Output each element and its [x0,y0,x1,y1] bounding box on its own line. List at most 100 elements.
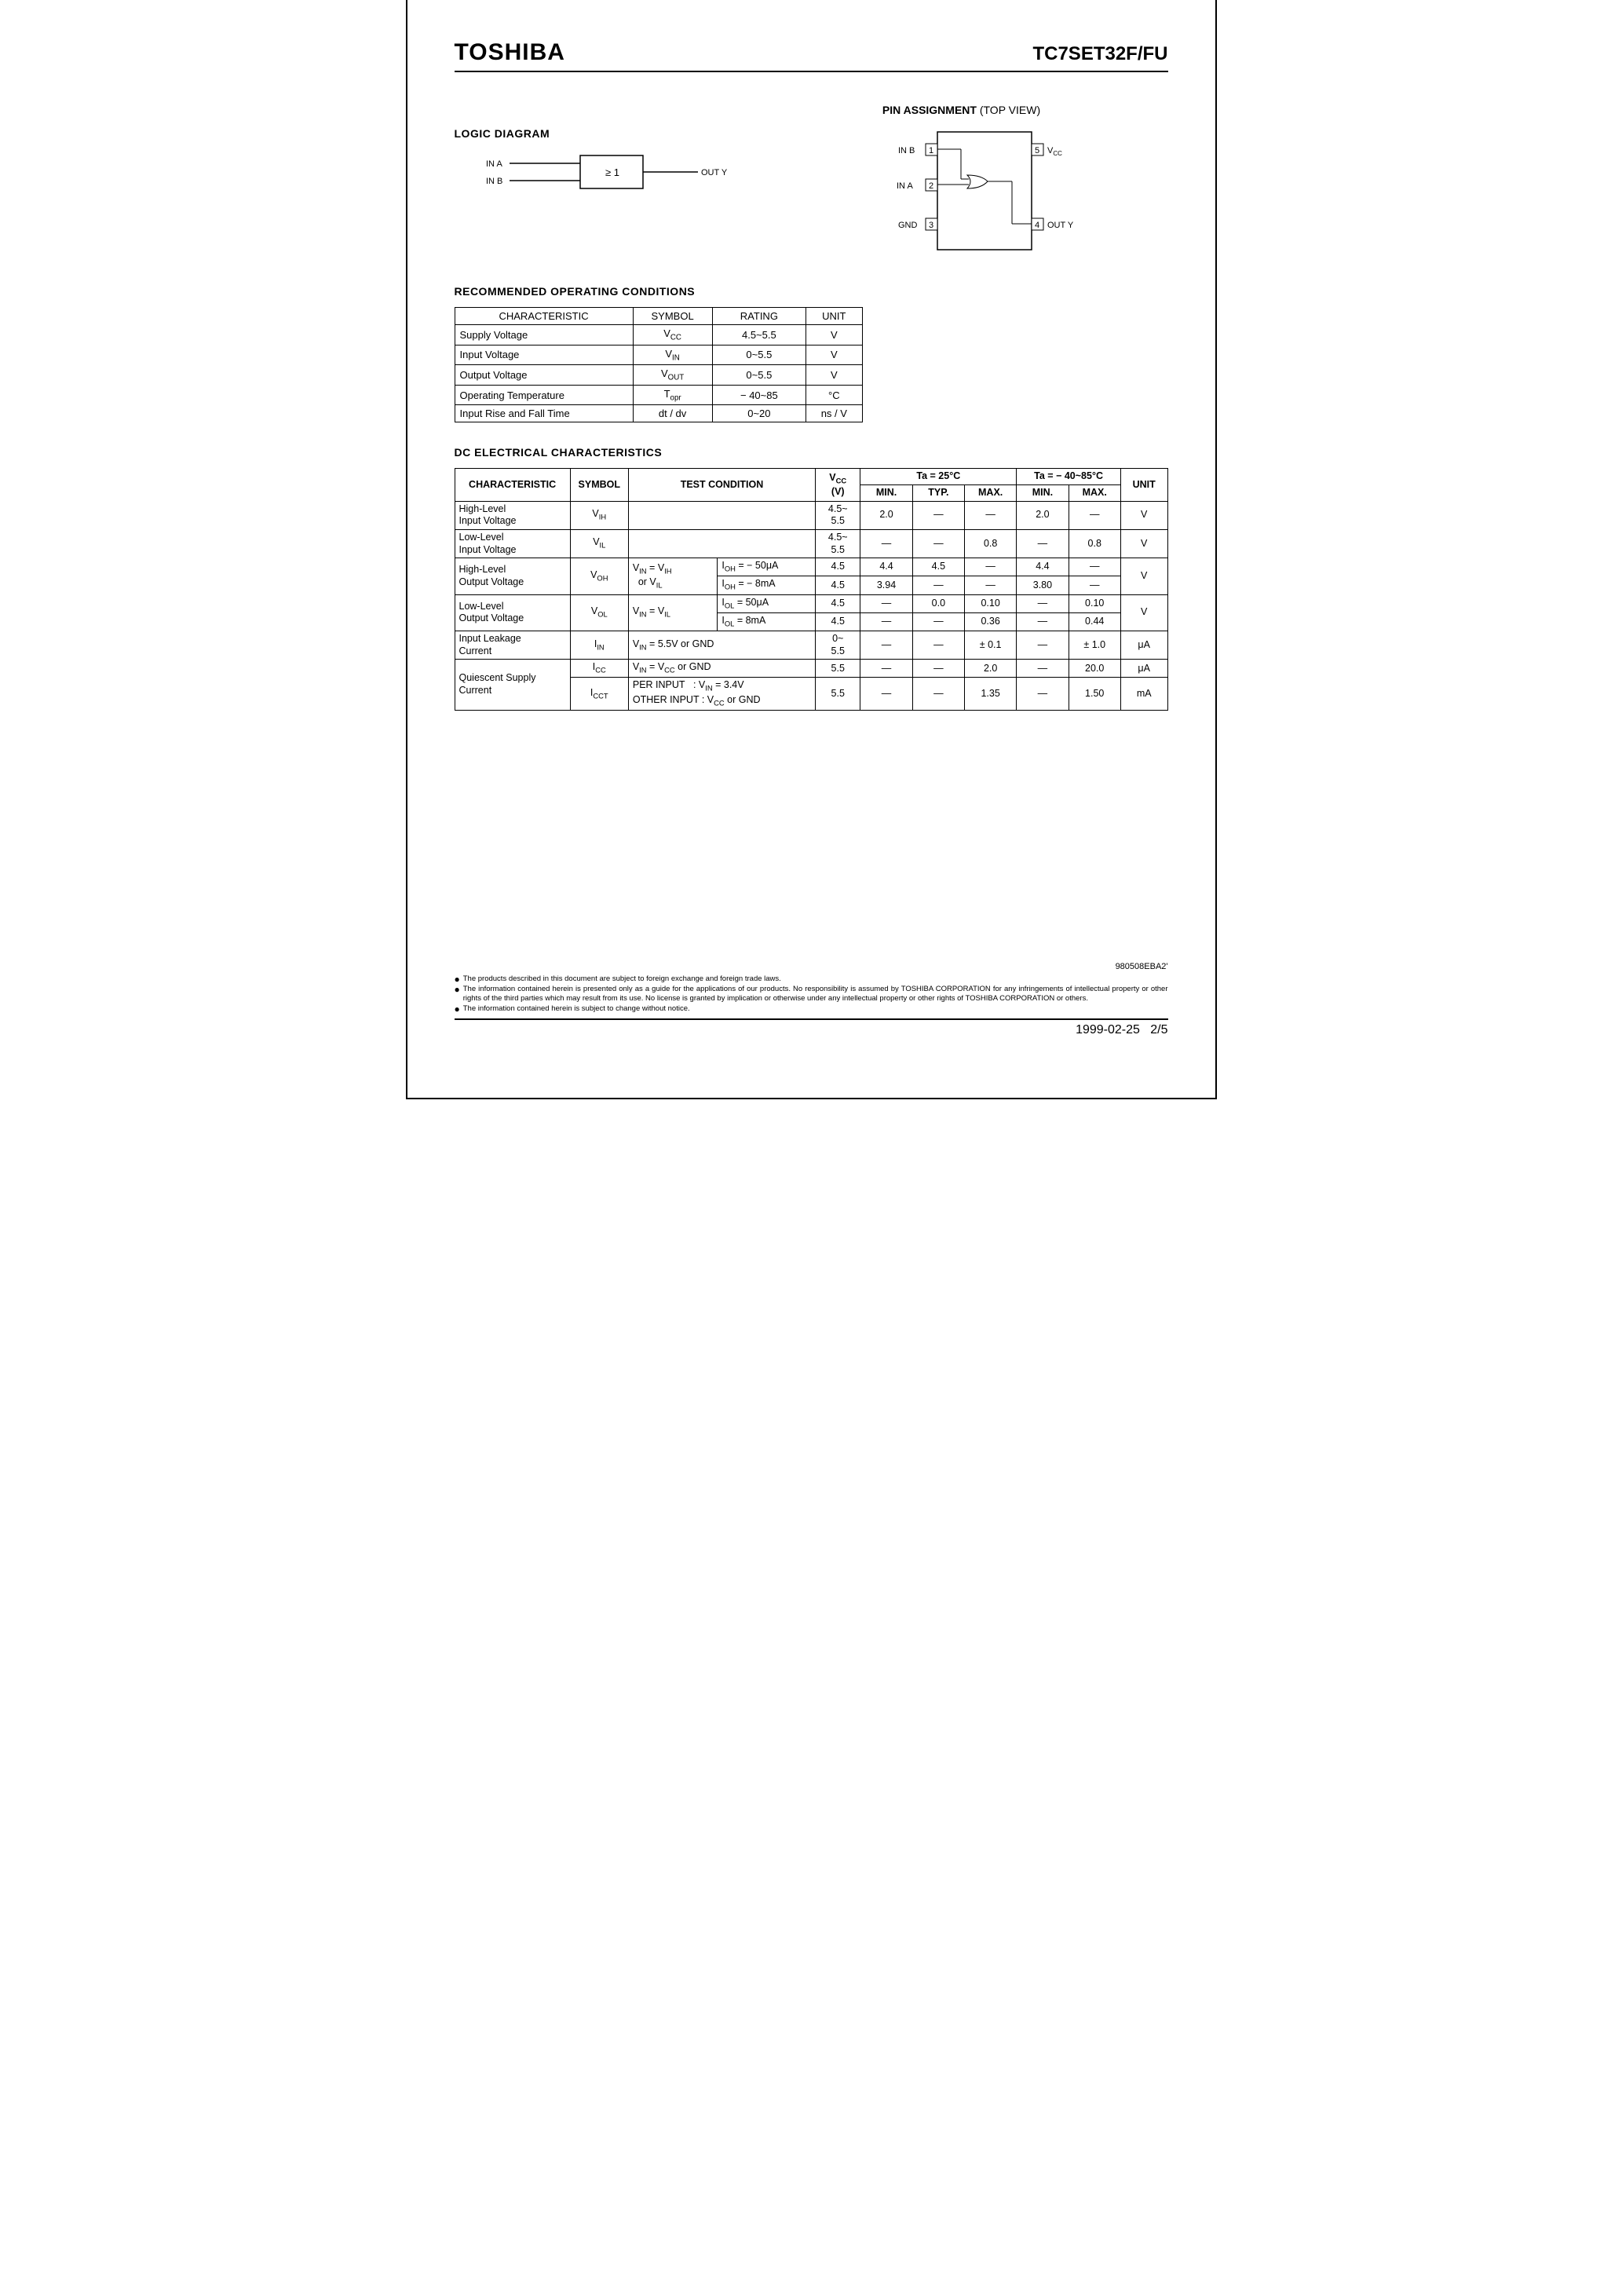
dc-unit: V [1120,501,1167,529]
table-row: Input Rise and Fall Time dt / dv 0~20 ns… [455,405,862,422]
rec-unit: °C [806,385,862,405]
dc-vcc: 0~ 5.5 [816,631,860,660]
rec-sym: Topr [633,385,712,405]
pin-label-1: IN B [898,146,915,155]
dc-val: — [912,612,964,631]
dc-val: ± 0.1 [964,631,1016,660]
rec-char: Input Voltage [455,345,633,365]
dc-title: DC ELECTRICAL CHARACTERISTICS [455,446,1168,459]
pin-num-4: 4 [1035,221,1039,230]
rec-unit: V [806,365,862,386]
dc-val: — [1069,576,1120,594]
bullet-icon: ● [455,1004,460,1014]
dc-val: 20.0 [1069,660,1120,678]
table-row: Quiescent Supply Current ICC VIN = VCC o… [455,660,1167,678]
dc-unit: V [1120,558,1167,594]
dc-vcc: 4.5 [816,612,860,631]
dc-sym: VOH [570,558,628,594]
dc-val: — [912,631,964,660]
table-row: Operating Temperature Topr − 40~85 °C [455,385,862,405]
disclaimer-line: The products described in this document … [463,974,781,984]
rec-rating: 0~5.5 [712,365,806,386]
rec-h-unit: UNIT [806,308,862,325]
dc-val: 1.35 [964,678,1016,710]
dc-val: 2.0 [1017,501,1069,529]
dc-char: Low-LevelInput Voltage [455,529,570,558]
dc-unit: mA [1120,678,1167,710]
pin-num-2: 2 [929,181,933,191]
dc-val: — [1017,594,1069,612]
pin-title-text: PIN ASSIGNMENT [882,104,977,116]
dc-val: 0.44 [1069,612,1120,631]
logic-diagram: IN A IN B ≥ 1 OUT Y [455,149,847,204]
dc-val: 4.4 [1017,558,1069,576]
dc-tc: VIN = VIL [628,594,718,631]
dc-val: — [1017,631,1069,660]
dc-h-sym: SYMBOL [570,469,628,501]
dc-val: — [964,576,1016,594]
dc-tc: VIN = VIH or VIL [628,558,718,594]
part-number: TC7SET32F/FU [1032,43,1167,65]
logic-out-label: OUT Y [701,168,728,177]
table-row: Low-LevelOutput Voltage VOL VIN = VIL IO… [455,594,1167,612]
rec-op-table: CHARACTERISTIC SYMBOL RATING UNIT Supply… [455,307,863,422]
rec-sym: VCC [633,325,712,345]
table-row: Input Voltage VIN 0~5.5 V [455,345,862,365]
dc-val: — [860,594,912,612]
dc-table: CHARACTERISTIC SYMBOL TEST CONDITION VCC… [455,468,1168,711]
dc-vcc: 4.5 [816,594,860,612]
rec-unit: V [806,325,862,345]
dc-val: — [964,501,1016,529]
rec-char: Supply Voltage [455,325,633,345]
dc-h-char: CHARACTERISTIC [455,469,570,501]
dc-val: ± 1.0 [1069,631,1120,660]
dc-vcc: 5.5 [816,660,860,678]
dc-val: 4.5 [912,558,964,576]
rec-sym: dt / dv [633,405,712,422]
dc-vcc: 4.5 [816,576,860,594]
dc-char: Low-LevelOutput Voltage [455,594,570,631]
dc-sym: VOL [570,594,628,631]
dc-unit: μA [1120,631,1167,660]
dc-val: — [912,576,964,594]
dc-tc: VIN = VCC or GND [628,660,815,678]
top-row: LOGIC DIAGRAM IN A IN B ≥ 1 OUT Y PIN AS… [455,104,1168,261]
disclaimer: ●The products described in this document… [455,974,1168,1014]
table-row: Supply Voltage VCC 4.5~5.5 V [455,325,862,345]
right-column: PIN ASSIGNMENT (TOP VIEW) 1 IN B 2 IN A … [882,104,1168,261]
dc-h-vcc: VCC(V) [816,469,860,501]
dc-val: — [912,501,964,529]
table-row: Low-LevelInput Voltage VIL 4.5~ 5.5 — — … [455,529,1167,558]
dc-tc: PER INPUT : VIN = 3.4V OTHER INPUT : VCC… [628,678,815,710]
doc-number: 980508EBA2' [455,962,1168,971]
dc-val: 0.8 [1069,529,1120,558]
logic-in-a-label: IN A [486,159,502,169]
dc-val: — [912,529,964,558]
bullet-icon: ● [455,985,460,1004]
pin-label-5: VCC [1047,146,1062,157]
logic-diagram-title: LOGIC DIAGRAM [455,127,847,140]
pin-num-1: 1 [929,146,933,155]
dc-val: 2.0 [860,501,912,529]
pin-title-note: (TOP VIEW) [980,104,1040,116]
dc-val: — [860,678,912,710]
rec-h-char: CHARACTERISTIC [455,308,633,325]
dc-sym: ICCT [570,678,628,710]
header: TOSHIBA TC7SET32F/FU [455,39,1168,72]
pin-assignment-title: PIN ASSIGNMENT (TOP VIEW) [882,104,1168,116]
dc-val: — [860,631,912,660]
dc-val: — [1069,558,1120,576]
rec-char: Input Rise and Fall Time [455,405,633,422]
dc-h-ta85: Ta = − 40~85°C [1017,469,1121,485]
dc-val: — [912,660,964,678]
dc-val: — [1017,660,1069,678]
table-row: High-LevelOutput Voltage VOH VIN = VIH o… [455,558,1167,576]
dc-sym: ICC [570,660,628,678]
dc-tc: IOH = − 50μA [718,558,816,576]
rec-op-title: RECOMMENDED OPERATING CONDITIONS [455,285,1168,298]
pin-num-5: 5 [1035,146,1039,155]
dc-h-ta25: Ta = 25°C [860,469,1017,485]
table-row: Output Voltage VOUT 0~5.5 V [455,365,862,386]
dc-h-test: TEST CONDITION [628,469,815,501]
dc-vcc: 4.5~ 5.5 [816,529,860,558]
